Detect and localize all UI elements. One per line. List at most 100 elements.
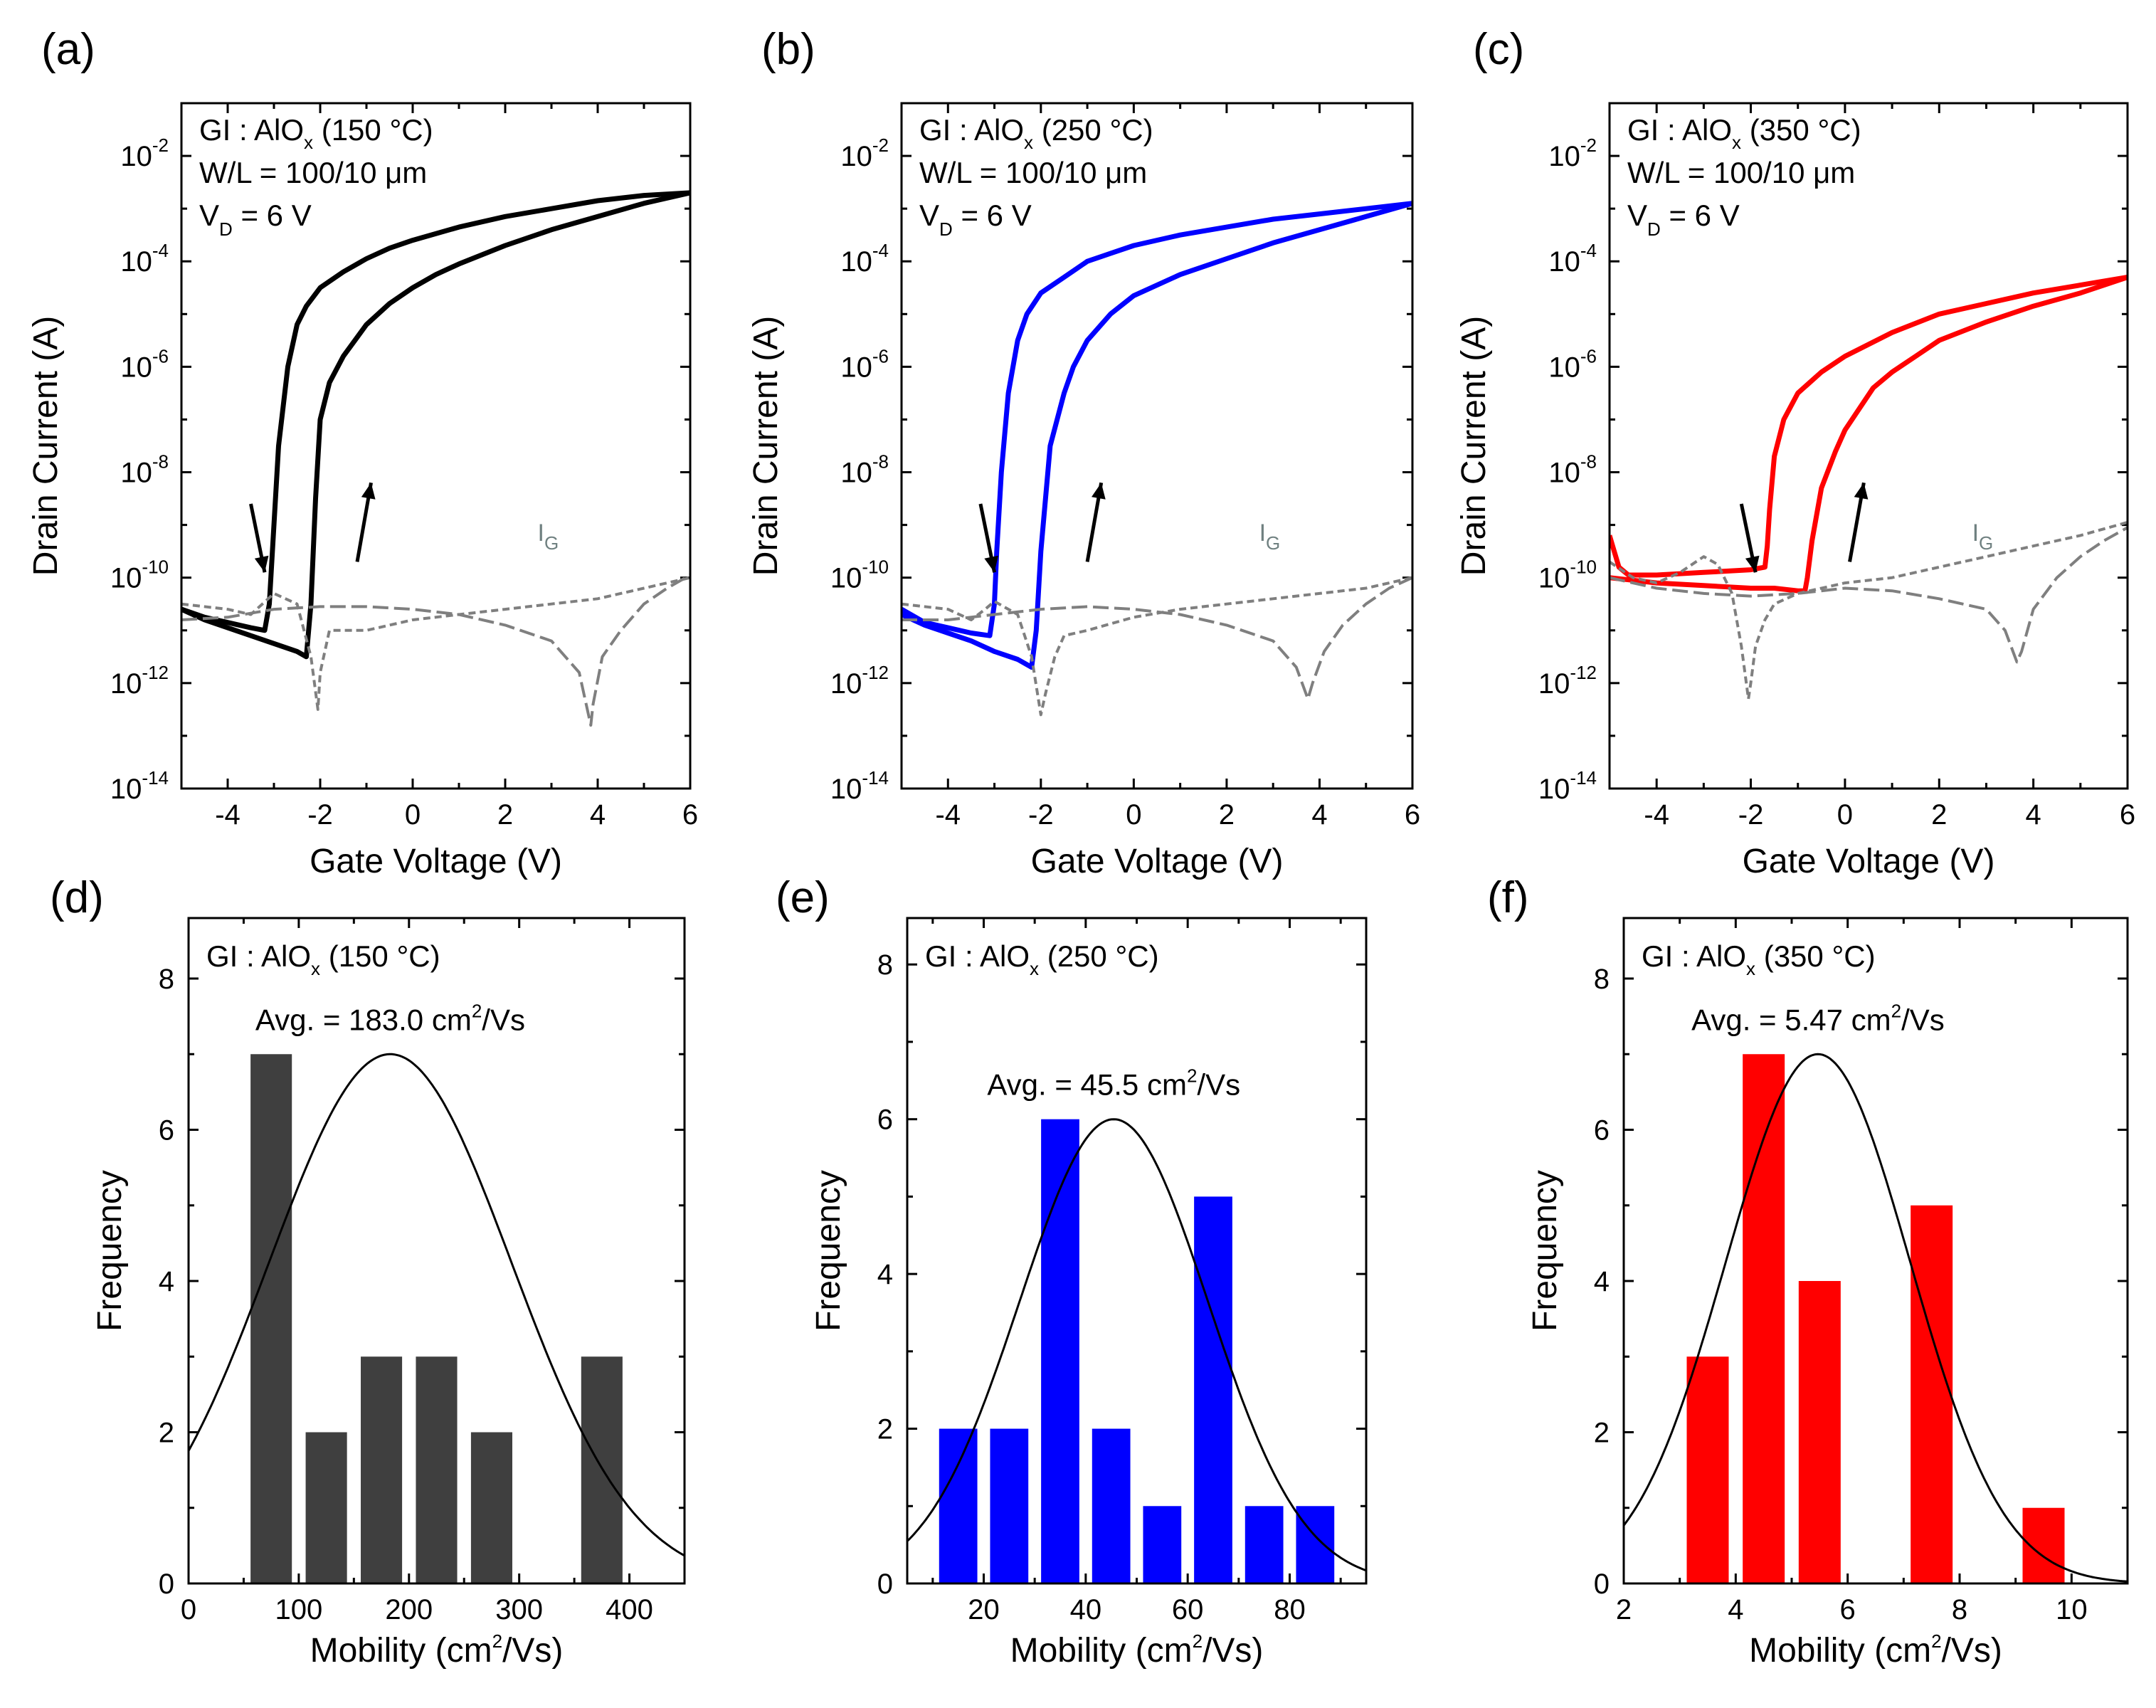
- y-axis-label: Drain Current (A): [747, 316, 785, 576]
- x-tick-label: 40: [1070, 1594, 1102, 1625]
- x-tick-label: 6: [682, 799, 698, 831]
- x-tick-label: 0: [405, 799, 421, 831]
- histogram-bar: [1041, 1119, 1079, 1583]
- y-axis-label: Drain Current (A): [1455, 316, 1493, 576]
- x-tick-label: 300: [495, 1594, 543, 1625]
- x-tick-label: 6: [1405, 799, 1420, 831]
- drain-current-curve: [1610, 275, 2128, 578]
- panel-label: (d): [50, 873, 104, 922]
- y-tick-label: 10-2: [840, 135, 889, 172]
- y-tick-label: 2: [1594, 1418, 1610, 1449]
- ig-label: IG: [538, 520, 559, 554]
- drain-current-curve: [1610, 275, 2128, 594]
- wl-label: W/L = 100/10 μm: [919, 156, 1147, 189]
- arrow-head: [254, 555, 269, 573]
- panel-c: (c) 10-14 10-12 10-10 10-8 10-6 10-4 10-2 -4 -2 0 2…: [1455, 25, 2135, 880]
- panel-label: (f): [1487, 873, 1529, 922]
- y-tick-label: 10-14: [830, 767, 889, 805]
- drain-current-curve: [181, 190, 690, 633]
- x-tick-label: 0: [1126, 799, 1141, 831]
- x-axis-label: Gate Voltage (V): [1031, 843, 1284, 880]
- x-tick-label: -2: [1028, 799, 1054, 831]
- plot-frame: [906, 917, 1368, 1585]
- panel-d: (d) 0 2 4 6 8 0 100 200 300 400 GI : AlOx (150 °C) A…: [50, 873, 686, 1670]
- x-axis-label: Gate Voltage (V): [1743, 843, 1995, 880]
- histogram-bar: [939, 1428, 978, 1583]
- gate-current-curve: [181, 574, 690, 727]
- y-tick-label: 10-10: [110, 557, 169, 594]
- histogram-bar: [1092, 1428, 1131, 1583]
- vd-label: VD = 6 V: [919, 199, 1032, 240]
- x-tick-label: 20: [968, 1594, 1000, 1625]
- y-tick-label: 10-6: [840, 345, 889, 383]
- arrow-head: [984, 555, 998, 573]
- y-tick-label: 10-12: [110, 662, 169, 700]
- y-tick-label: 4: [1594, 1266, 1610, 1297]
- x-tick-label: 4: [1311, 799, 1327, 831]
- y-tick-label: 0: [1594, 1569, 1610, 1600]
- y-tick-label: 10-4: [1548, 240, 1597, 278]
- y-tick-label: 10-4: [120, 240, 169, 278]
- vd-label: VD = 6 V: [1627, 199, 1740, 240]
- vd-label: VD = 6 V: [199, 199, 312, 240]
- histogram-bar: [990, 1428, 1029, 1583]
- x-axis-label: Mobility (cm2/Vs): [1749, 1630, 2002, 1670]
- y-tick-label: 10-2: [120, 135, 169, 172]
- x-tick-label: 60: [1172, 1594, 1204, 1625]
- histogram-bar: [1743, 1054, 1785, 1583]
- x-tick-label: 0: [1837, 799, 1853, 831]
- drain-current-curve: [902, 201, 1412, 670]
- y-tick-label: 4: [159, 1266, 174, 1297]
- plot-frame: [180, 102, 692, 790]
- x-tick-label: 80: [1274, 1594, 1306, 1625]
- panel-label: (e): [776, 873, 830, 922]
- gi-label: GI : AlOx (250 °C): [925, 939, 1159, 979]
- y-tick-label: 10-14: [110, 767, 169, 805]
- gi-label: GI : AlOx (350 °C): [1642, 939, 1876, 979]
- arrow-head: [1092, 483, 1106, 500]
- drain-current-curve: [902, 201, 1412, 638]
- panel-label: (a): [41, 25, 95, 74]
- arrow-head: [1854, 483, 1869, 500]
- histogram-bar: [250, 1054, 292, 1583]
- x-axis-label: Mobility (cm2/Vs): [1010, 1630, 1264, 1670]
- y-axis-label: Frequency: [1526, 1170, 1564, 1332]
- histogram-bar: [1194, 1196, 1232, 1583]
- x-tick-label: 2: [497, 799, 513, 831]
- y-tick-label: 8: [159, 964, 174, 995]
- y-tick-label: 4: [877, 1259, 893, 1290]
- x-tick-label: -2: [307, 799, 333, 831]
- arrow-head: [1745, 555, 1760, 573]
- histogram-bar: [1911, 1205, 1953, 1583]
- ig-label: IG: [1972, 520, 1994, 554]
- panel-e: (e) 0 2 4 6 8 20 40 60 80 GI : AlOx (250 °C) Avg. =…: [776, 873, 1368, 1670]
- y-tick-label: 10-8: [1548, 451, 1597, 489]
- y-tick-label: 6: [877, 1105, 893, 1136]
- x-tick-label: 2: [1616, 1594, 1632, 1625]
- plot-frame: [1608, 102, 2129, 790]
- y-axis-label: Drain Current (A): [27, 316, 65, 576]
- average-label: Avg. = 183.0 cm2/Vs: [255, 1000, 525, 1036]
- ig-label: IG: [1259, 520, 1281, 554]
- y-tick-label: 0: [877, 1569, 893, 1600]
- y-tick-label: 10-6: [120, 345, 169, 383]
- x-tick-label: 0: [181, 1594, 196, 1625]
- y-tick-label: 6: [1594, 1115, 1610, 1146]
- y-tick-label: 10-6: [1548, 345, 1597, 383]
- y-tick-label: 10-10: [830, 557, 889, 594]
- y-tick-label: 8: [1594, 964, 1610, 995]
- y-tick-label: 10-12: [1538, 662, 1597, 700]
- x-tick-label: 8: [1952, 1594, 1967, 1625]
- x-tick-label: 6: [2120, 799, 2135, 831]
- histogram-bar: [416, 1356, 458, 1583]
- histogram-bar: [361, 1356, 403, 1583]
- y-tick-label: 2: [877, 1414, 893, 1445]
- y-tick-label: 10-12: [830, 662, 889, 700]
- x-tick-label: 100: [275, 1594, 323, 1625]
- x-tick-label: -4: [215, 799, 241, 831]
- y-tick-label: 10-2: [1548, 135, 1597, 172]
- y-tick-label: 10-8: [840, 451, 889, 489]
- wl-label: W/L = 100/10 μm: [1627, 156, 1855, 189]
